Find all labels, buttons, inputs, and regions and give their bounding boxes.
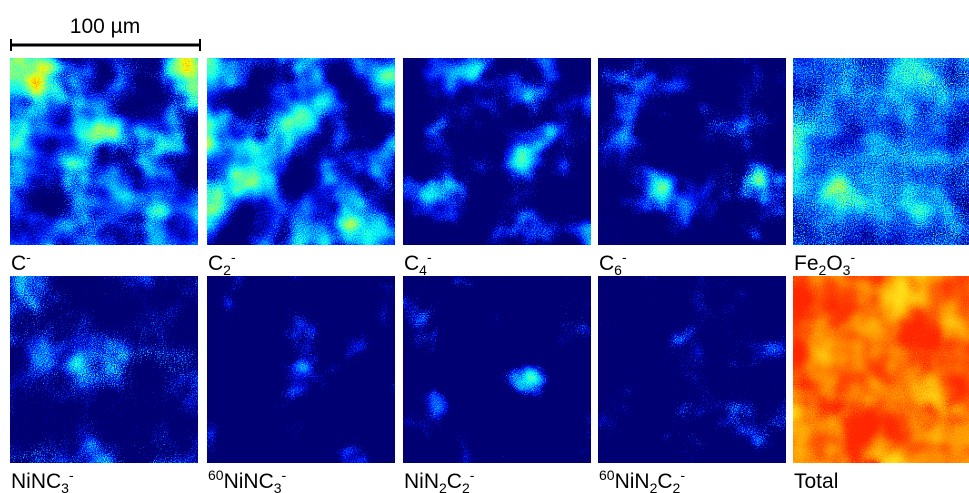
- panel-label: C4-: [404, 249, 432, 278]
- panel-label: 60NiNC3-: [208, 467, 287, 493]
- label-part: C: [11, 252, 26, 275]
- label-part: 2: [650, 480, 658, 493]
- label-part: 6: [614, 262, 622, 278]
- map-image: [207, 276, 395, 463]
- label-part: C: [599, 252, 614, 275]
- label-part: 2: [223, 262, 231, 278]
- label-part: Fe: [794, 252, 819, 275]
- map-image: [10, 58, 198, 245]
- label-part: NiNC: [224, 470, 274, 493]
- label-part: Total: [794, 470, 838, 493]
- label-part: -: [622, 249, 627, 265]
- panel-label: Fe2O3-: [794, 249, 855, 278]
- label-part: 60: [599, 467, 615, 483]
- panel-label: NiN2C2-: [404, 467, 475, 493]
- map-image: [10, 276, 198, 463]
- panel-label: C-: [11, 249, 31, 275]
- label-part: 2: [819, 262, 827, 278]
- label-part: O: [826, 252, 842, 275]
- label-part: C: [208, 252, 223, 275]
- label-part: 2: [462, 480, 470, 493]
- label-part: C: [447, 470, 462, 493]
- label-part: NiN: [404, 470, 439, 493]
- label-part: 2: [673, 480, 681, 493]
- label-part: -: [470, 467, 475, 483]
- panel-label: NiNC3-: [11, 467, 74, 493]
- label-part: NiNC: [11, 470, 61, 493]
- label-part: -: [231, 249, 236, 265]
- label-part: -: [850, 249, 855, 265]
- map-image: [598, 58, 786, 245]
- map-image: [403, 58, 591, 245]
- label-part: -: [427, 249, 432, 265]
- map-image: [403, 276, 591, 463]
- label-part: -: [282, 467, 287, 483]
- label-part: C: [657, 470, 672, 493]
- scale-bar-label: 100 µm: [70, 15, 140, 38]
- label-part: -: [69, 467, 74, 483]
- map-image: [207, 58, 395, 245]
- panel-label: 60NiN2C2-: [599, 467, 685, 493]
- panel-label: Total: [794, 470, 838, 493]
- map-image: [793, 58, 969, 245]
- label-part: 2: [439, 480, 447, 493]
- map-image: [793, 276, 969, 463]
- label-part: -: [680, 467, 685, 483]
- label-part: 4: [419, 262, 427, 278]
- panel-label: C6-: [599, 249, 627, 278]
- label-part: 3: [274, 480, 282, 493]
- label-part: 3: [843, 262, 851, 278]
- label-part: NiN: [615, 470, 650, 493]
- label-part: 60: [208, 467, 224, 483]
- panel-label: C2-: [208, 249, 236, 278]
- label-part: 3: [61, 480, 69, 493]
- label-part: C: [404, 252, 419, 275]
- label-part: -: [26, 249, 31, 265]
- map-image: [598, 276, 786, 463]
